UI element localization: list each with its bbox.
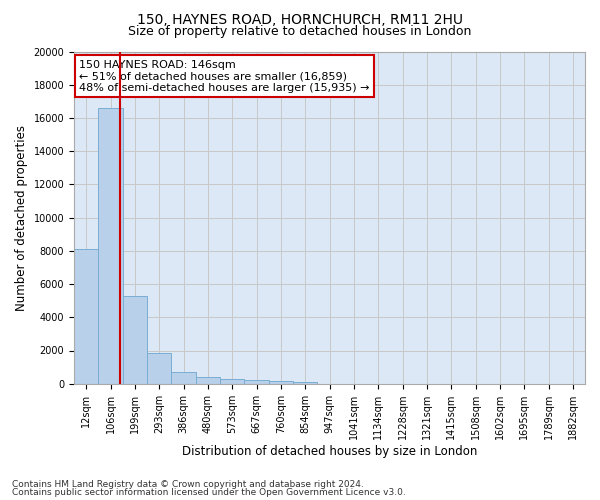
X-axis label: Distribution of detached houses by size in London: Distribution of detached houses by size … bbox=[182, 444, 477, 458]
Bar bbox=[293, 382, 317, 384]
Bar bbox=[172, 372, 196, 384]
Bar bbox=[98, 108, 122, 384]
Bar bbox=[220, 379, 244, 384]
Y-axis label: Number of detached properties: Number of detached properties bbox=[15, 124, 28, 310]
Text: 150, HAYNES ROAD, HORNCHURCH, RM11 2HU: 150, HAYNES ROAD, HORNCHURCH, RM11 2HU bbox=[137, 12, 463, 26]
Text: Contains public sector information licensed under the Open Government Licence v3: Contains public sector information licen… bbox=[12, 488, 406, 497]
Text: Size of property relative to detached houses in London: Size of property relative to detached ho… bbox=[128, 25, 472, 38]
Bar bbox=[147, 353, 172, 384]
Bar bbox=[196, 378, 220, 384]
Bar bbox=[74, 249, 98, 384]
Bar bbox=[244, 380, 269, 384]
Bar bbox=[122, 296, 147, 384]
Text: 150 HAYNES ROAD: 146sqm
← 51% of detached houses are smaller (16,859)
48% of sem: 150 HAYNES ROAD: 146sqm ← 51% of detache… bbox=[79, 60, 370, 93]
Bar bbox=[269, 381, 293, 384]
Text: Contains HM Land Registry data © Crown copyright and database right 2024.: Contains HM Land Registry data © Crown c… bbox=[12, 480, 364, 489]
